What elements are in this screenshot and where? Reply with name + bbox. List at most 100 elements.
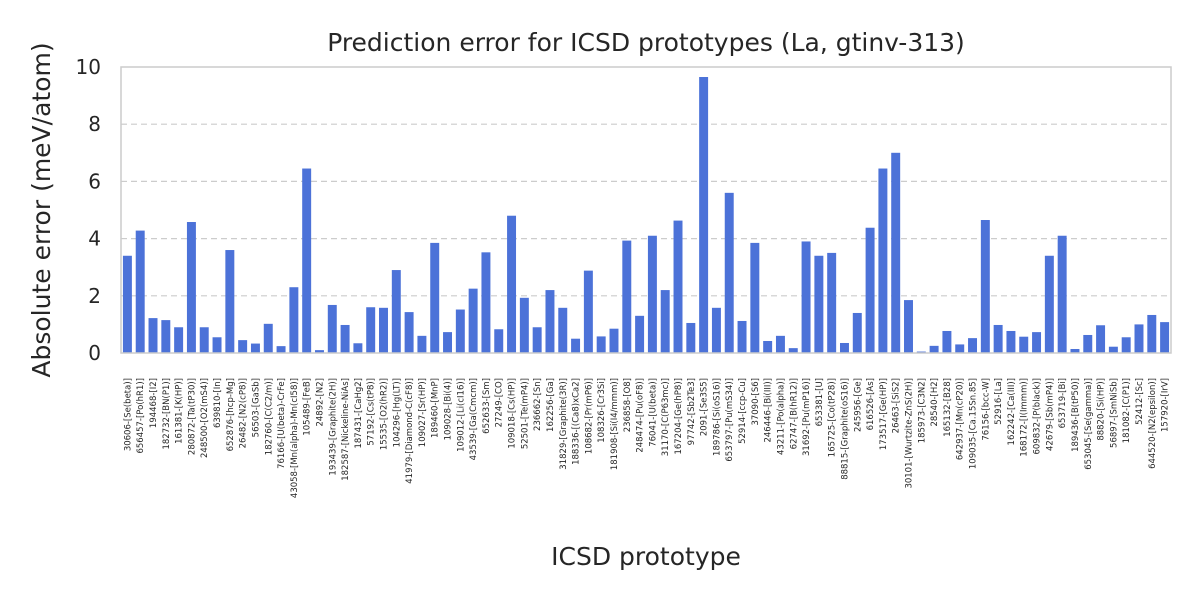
x-tick-label: 31170-[C(P63mc)] <box>661 378 671 456</box>
x-tick-label: 30101-[Wurtzite-ZnS(2H)] <box>905 378 915 489</box>
x-tick-label: 165132-[B28] <box>943 378 953 437</box>
y-tick-label: 2 <box>88 284 101 308</box>
bar <box>1032 332 1042 353</box>
x-tick-label: 109012-[Li(cI16)] <box>456 378 466 452</box>
x-tick-label: 246446-[Bi(III)] <box>764 378 774 443</box>
bar <box>673 220 683 353</box>
y-tick-label: 0 <box>88 341 101 365</box>
x-tick-label: 108682-[Pr(mP6)] <box>584 378 594 454</box>
x-tick-label: 104296-[Hg(LT)] <box>392 378 402 447</box>
x-tick-label: 57192-[Cs(tP8)] <box>367 378 377 446</box>
x-tick-label: 653719-[Bi] <box>1058 378 1068 428</box>
bar <box>148 318 158 353</box>
x-tick-label: 173517-[Ge(HP)] <box>879 378 889 450</box>
x-tick-label: 52916-[La] <box>994 378 1004 425</box>
x-tick-label: 189460-[MnP] <box>431 378 441 438</box>
bar <box>852 312 862 353</box>
bar <box>238 340 248 353</box>
y-tick-label: 4 <box>88 227 101 251</box>
x-tick-label: 97742-[Sb2Te3] <box>687 378 697 445</box>
bar <box>276 346 286 353</box>
x-tick-label: 161381-[K(HP)] <box>175 378 185 444</box>
bar <box>289 287 299 353</box>
x-tick-label: 76041-[U(beta)] <box>648 378 658 447</box>
x-tick-label: 27249-[CO] <box>495 378 505 427</box>
bar <box>494 329 504 353</box>
bar <box>622 240 632 353</box>
x-tick-label: 43211-[Po(alpha)] <box>776 378 786 455</box>
bar <box>980 220 990 353</box>
x-tick-label: 653045-[Se(gamma)] <box>1084 378 1094 470</box>
bar <box>609 328 619 353</box>
x-tick-label: 181908-[Si(I4/mmm)] <box>610 378 620 470</box>
x-tick-label: 162256-[Ga] <box>546 378 556 432</box>
bar <box>1121 337 1131 353</box>
x-tick-label: 185973-[C3N2] <box>917 378 927 443</box>
bar <box>775 335 785 353</box>
x-tick-label: 639810-[In] <box>213 378 223 428</box>
bar <box>340 324 350 353</box>
bar <box>507 215 517 353</box>
bar <box>583 270 593 353</box>
bar <box>1160 322 1170 353</box>
x-tick-label: 52501-[Te(mP4)] <box>520 378 530 449</box>
bar <box>468 288 478 353</box>
x-tick-label: 245956-[Ge] <box>853 378 863 432</box>
bar <box>199 327 209 353</box>
bar <box>225 250 235 353</box>
x-tick-label: 236662-[Sn] <box>533 378 543 431</box>
x-tick-label: 41979-[Diamond-C(cF8)] <box>405 378 415 484</box>
bar <box>686 322 696 353</box>
x-tick-label: 24892-[N2] <box>315 378 325 427</box>
x-tick-label: 37090-[S6] <box>751 378 761 426</box>
x-tick-label: 2091-[Se3S5] <box>700 378 710 436</box>
x-tick-label: 62747-[B(hR12)] <box>789 378 799 449</box>
x-tick-label: 31692-[Pu(mP16)] <box>802 378 812 456</box>
bar <box>212 337 222 353</box>
bar <box>660 290 670 353</box>
bar <box>1070 348 1080 353</box>
x-tick-label: 26463-[SiS2] <box>892 378 902 433</box>
bar <box>353 343 363 353</box>
x-tick-label: 652633-[Sm] <box>482 378 492 434</box>
bar <box>186 222 196 353</box>
bar <box>801 241 811 353</box>
bar <box>263 323 273 353</box>
x-tick-label: 187431-[CaHg2] <box>354 378 364 449</box>
bar <box>596 336 606 353</box>
x-tick-label: 653797-[Pu(mS34)] <box>725 378 735 462</box>
x-tick-label: 109018-[Cs(HP)] <box>508 378 518 449</box>
bar <box>891 152 901 353</box>
x-tick-label: 31829-[Graphite(3R)] <box>559 378 569 470</box>
x-tick-label: 248474-[Pu(oF8)] <box>636 378 646 453</box>
y-tick-labels: 0 2 4 6 8 10 <box>76 55 101 365</box>
bar <box>250 343 260 353</box>
bar <box>1096 325 1106 353</box>
plot-frame <box>120 66 1172 354</box>
bar <box>366 307 376 353</box>
x-tick-label: 182732-[BN(P1)] <box>162 378 172 450</box>
bar <box>955 344 965 353</box>
bar <box>929 345 939 353</box>
x-tick-label: 609832-[P(black)] <box>1033 378 1043 454</box>
x-tick-label: 193439-[Graphite(2H)] <box>328 378 338 476</box>
y-tick-label: 6 <box>88 169 101 193</box>
x-tick-label: 653381-[U] <box>815 378 825 426</box>
x-tick-label: 109035-[Ca.15Sn.85] <box>969 378 979 469</box>
x-tick-label: 652876-[hcp-Mg] <box>226 378 236 451</box>
bar <box>968 338 978 353</box>
bar <box>737 320 747 353</box>
bar <box>1019 336 1029 353</box>
x-tick-label: 30606-[Se(beta)] <box>123 378 133 451</box>
bar <box>1057 235 1067 353</box>
bar <box>865 227 875 353</box>
y-gridlines <box>121 123 1171 297</box>
x-tick-label: 109027-[Sr(HP)] <box>418 378 428 447</box>
x-tick-label: 88815-[Graphite(oS16)] <box>840 378 850 480</box>
bar <box>314 350 324 353</box>
bar <box>302 168 312 353</box>
bar <box>1108 346 1118 353</box>
bar <box>1134 324 1144 353</box>
bar <box>942 330 952 353</box>
x-tick-label: 76156-[bcc-W] <box>981 378 991 441</box>
